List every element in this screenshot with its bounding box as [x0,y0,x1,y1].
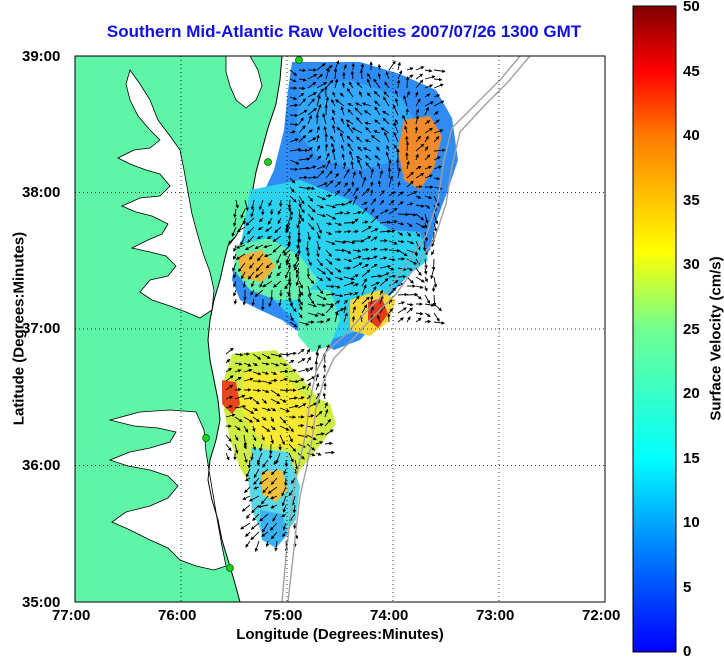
velocity-arrow [235,389,241,390]
x-tick-label: 72:00 [582,607,620,624]
radar-site-marker [203,435,210,442]
y-tick-label: 36:00 [22,457,60,474]
colorbar-tick-label: 25 [683,321,700,338]
velocity-arrow [280,390,289,391]
radar-site-marker [296,57,303,64]
velocity-arrow [424,241,425,250]
x-tick-label: 76:00 [158,607,196,624]
velocity-arrow [362,258,370,259]
velocity-arrow [298,425,303,426]
velocity-arrow [295,523,296,528]
colorbar-tick-label: 40 [683,127,700,144]
velocity-arrow [325,365,326,372]
colorbar-tick-label: 20 [683,385,700,402]
y-tick-label: 39:00 [22,48,60,65]
y-tick-label: 37:00 [22,320,60,337]
colorbar-tick-label: 35 [683,192,700,209]
colorbar-tick-label: 10 [683,514,700,531]
velocity-arrow [272,290,273,300]
velocity-arrow [362,64,363,70]
velocity-arrow [407,294,417,295]
velocity-arrow [272,209,273,214]
colorbar-tick-label: 30 [683,256,700,273]
colorbar-tick-label: 45 [683,63,700,80]
velocity-arrow [407,77,408,88]
x-tick-label: 74:00 [370,607,408,624]
velocity-arrow [362,249,369,250]
velocity-arrow [290,272,291,282]
velocity-arrow [290,115,298,116]
velocity-arrow [325,452,334,453]
x-tick-label: 75:00 [264,607,302,624]
colorbar-label: Surface Velocity (cm/s) [708,229,724,449]
colorbar [633,6,676,652]
velocity-arrow [299,88,305,89]
radar-site-marker [265,159,272,166]
colorbar-tick-label: 5 [683,579,691,596]
velocity-arrow [398,160,399,169]
radar-site-marker [227,565,234,572]
x-axis-label: Longitude (Degrees:Minutes) [75,626,605,643]
velocity-arrow [299,70,305,71]
velocity-arrow [335,250,345,251]
y-tick-label: 38:00 [22,184,60,201]
colorbar-tick-label: 0 [683,643,691,660]
velocity-arrow [299,177,307,178]
velocity-arrow [398,294,407,295]
velocity-arrow [286,478,287,485]
x-tick-label: 77:00 [52,607,90,624]
x-tick-label: 73:00 [476,607,514,624]
colorbar-tick-label: 50 [683,0,700,15]
velocity-arrow [326,286,334,287]
velocity-arrow [326,196,331,197]
velocity-arrow [407,142,408,151]
colorbar-tick-label: 15 [683,450,700,467]
velocity-arrow [398,276,406,277]
